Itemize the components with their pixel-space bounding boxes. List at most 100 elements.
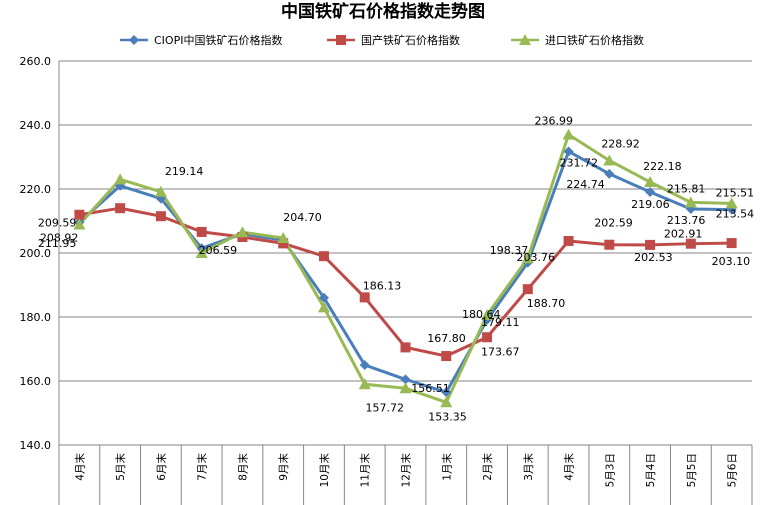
data-label: 198.37	[490, 244, 529, 257]
x-tick-label: 1月末	[440, 453, 453, 481]
data-label: 153.35	[428, 410, 467, 423]
data-point	[684, 196, 697, 208]
x-tick-label: 12月末	[400, 453, 413, 488]
data-point	[645, 239, 656, 250]
data-label: 186.13	[363, 279, 402, 292]
data-point	[562, 128, 575, 140]
data-point	[400, 342, 411, 353]
data-label: 219.14	[165, 165, 204, 178]
data-label: 179.11	[481, 316, 520, 329]
data-point	[74, 209, 85, 220]
data-label: 206.59	[199, 244, 238, 257]
y-tick-label: 260.0	[20, 55, 52, 68]
data-point	[114, 173, 127, 185]
data-point	[441, 351, 452, 362]
data-label: 180.64	[462, 308, 501, 321]
data-point	[482, 332, 493, 343]
data-point	[318, 251, 329, 262]
data-point	[685, 238, 696, 249]
legend-marker	[519, 34, 531, 45]
data-label: 202.59	[594, 217, 633, 230]
data-label: 188.70	[527, 297, 566, 310]
x-tick-label: 4月末	[73, 453, 86, 481]
data-label: 202.53	[634, 251, 673, 264]
y-tick-label: 220.0	[20, 183, 52, 196]
data-label: 219.06	[631, 198, 670, 211]
legend: CIOPI中国铁矿石价格指数 国产铁矿石价格指数 进口铁矿石价格指数	[120, 33, 644, 47]
data-label: 213.76	[667, 214, 706, 227]
chart-title: 中国铁矿石价格指数走势图	[281, 1, 485, 22]
data-point	[154, 185, 167, 197]
data-point	[400, 374, 411, 385]
data-point	[604, 168, 615, 179]
x-tick-label: 2月末	[481, 453, 494, 481]
x-tick-label: 5月5日	[686, 453, 698, 487]
x-axis-ticks: 4月末 5月末 6月末 7月末 8月末 9月末 10月末 11月末 12月末 1月末 2月末 3月末 4…	[73, 453, 738, 488]
legend-marker	[129, 35, 139, 45]
data-point	[115, 203, 126, 214]
data-label: 215.51	[716, 186, 755, 199]
data-point	[522, 284, 533, 295]
y-tick-label: 180.0	[20, 311, 52, 324]
data-point	[155, 211, 166, 222]
x-tick-label: 5月6日	[727, 453, 739, 487]
data-label: 209.59	[38, 216, 77, 229]
data-label: 215.81	[667, 182, 706, 195]
x-tick-label: 11月末	[359, 453, 372, 488]
y-tick-label: 140.0	[20, 439, 52, 452]
legend-label: CIOPI中国铁矿石价格指数	[154, 33, 282, 47]
data-point	[318, 292, 329, 303]
data-label: 213.54	[716, 208, 755, 221]
data-label: 173.67	[481, 345, 520, 358]
series-markers	[73, 128, 738, 408]
data-label: 224.74	[566, 178, 605, 191]
data-point	[358, 378, 371, 390]
legend-label: 国产铁矿石价格指数	[361, 33, 460, 47]
axes	[58, 61, 753, 505]
legend-marker	[336, 35, 346, 45]
data-point	[725, 197, 738, 209]
data-point	[441, 387, 452, 398]
data-label: 157.72	[366, 401, 405, 414]
data-point	[277, 231, 290, 243]
x-tick-label: 5月4日	[645, 453, 657, 487]
data-point	[195, 247, 208, 258]
data-point	[644, 176, 657, 188]
data-point	[440, 396, 453, 408]
y-tick-label: 160.0	[20, 375, 52, 388]
y-tick-label: 240.0	[20, 119, 52, 132]
data-point	[604, 239, 615, 250]
y-tick-label: 200.0	[20, 247, 52, 260]
data-label: 211.95	[38, 237, 77, 250]
x-tick-label: 9月末	[277, 453, 290, 481]
data-point	[278, 238, 289, 249]
series-line	[79, 206, 732, 358]
data-label: 231.72	[560, 156, 599, 169]
data-label: 156.51	[411, 382, 450, 395]
data-point	[236, 226, 249, 238]
x-tick-label: 4月末	[563, 453, 576, 481]
data-label: 208.92	[40, 231, 79, 244]
data-label: 202.91	[664, 228, 703, 241]
x-tick-label: 7月末	[196, 453, 209, 481]
series-line	[78, 149, 732, 394]
data-point	[359, 292, 370, 303]
data-label: 228.92	[601, 137, 640, 150]
data-label: 203.76	[517, 251, 556, 264]
data-point	[603, 154, 616, 166]
data-label: 167.80	[427, 332, 466, 345]
data-point	[359, 360, 370, 370]
x-tick-label: 6月末	[155, 453, 168, 481]
data-label: 222.18	[643, 160, 682, 173]
data-point	[521, 252, 534, 264]
data-point	[399, 382, 412, 394]
x-tick-label: 8月末	[236, 453, 249, 481]
data-label: 236.99	[535, 115, 574, 128]
data-point	[196, 226, 207, 237]
data-point	[563, 235, 574, 246]
data-point	[645, 187, 656, 198]
data-point	[73, 218, 86, 230]
data-label: 204.70	[283, 211, 322, 224]
